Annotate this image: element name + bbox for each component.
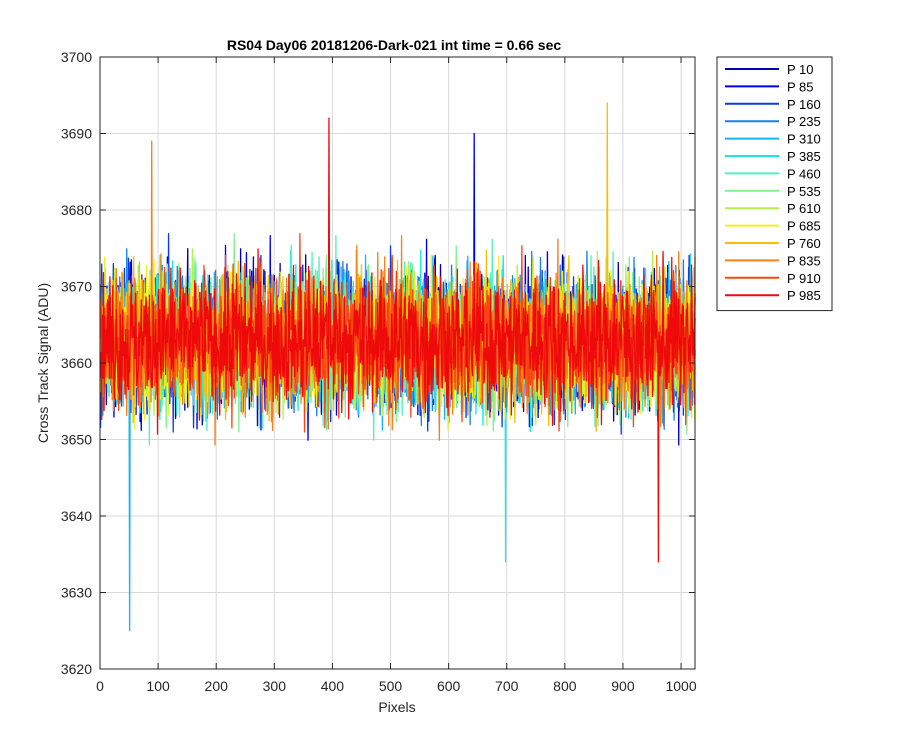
axis-ticks: 0 100 200 300 400 500 600 700 800 900 1000 3620 3630… [61, 49, 697, 694]
chart-title: RS04 Day06 20181206-Dark-021 int time = … [227, 37, 561, 53]
x-tick-label: 200 [205, 678, 229, 694]
x-axis-label: Pixels [378, 699, 415, 715]
legend-entry-label: P 535 [787, 184, 821, 199]
legend-entry-label: P 835 [787, 253, 821, 268]
data-series-group [99, 102, 696, 632]
y-tick-label: 3700 [61, 49, 92, 65]
x-tick-label: 100 [146, 678, 170, 694]
x-tick-label: 700 [495, 678, 519, 694]
x-tick-label: 900 [611, 678, 635, 694]
legend-entry-label: P 160 [787, 97, 821, 112]
legend-entry-label: P 760 [787, 236, 821, 251]
x-tick-label: 800 [553, 678, 577, 694]
y-axis-label: Cross Track Signal (ADU) [35, 283, 51, 443]
legend-entry-label: P 85 [787, 79, 814, 94]
legend-entry-label: P 685 [787, 219, 821, 234]
legend-entry-label: P 310 [787, 132, 821, 147]
x-tick-label: 500 [379, 678, 403, 694]
y-tick-label: 3620 [61, 661, 92, 677]
y-tick-label: 3670 [61, 279, 92, 295]
legend-box [716, 56, 833, 312]
legend-entry-label: P 10 [787, 62, 814, 77]
legend: P 10 P 85 P 160 P 235 P 310 P 385 P 460 P 535 P … [716, 56, 833, 312]
x-tick-label: 300 [263, 678, 287, 694]
x-tick-label: 600 [437, 678, 461, 694]
y-tick-label: 3640 [61, 508, 92, 524]
legend-entry-label: P 460 [787, 166, 821, 181]
y-tick-label: 3660 [61, 355, 92, 371]
legend-entry-label: P 910 [787, 271, 821, 286]
x-tick-label: 1000 [665, 678, 696, 694]
y-tick-label: 3650 [61, 432, 92, 448]
y-tick-label: 3680 [61, 202, 92, 218]
x-tick-label: 400 [321, 678, 345, 694]
y-tick-label: 3690 [61, 126, 92, 142]
legend-entry-label: P 985 [787, 288, 821, 303]
legend-entry-label: P 610 [787, 201, 821, 216]
y-tick-label: 3630 [61, 585, 92, 601]
legend-entry-label: P 235 [787, 114, 821, 129]
legend-entry-label: P 385 [787, 149, 821, 164]
series-line-p985 [99, 117, 696, 563]
x-tick-label: 0 [96, 678, 104, 694]
